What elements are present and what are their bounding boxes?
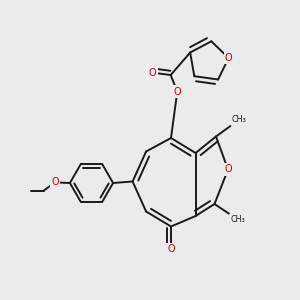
Text: CH₃: CH₃ <box>230 215 245 224</box>
Text: O: O <box>51 177 59 188</box>
Text: O: O <box>149 68 157 78</box>
Text: O: O <box>225 53 232 63</box>
Text: O: O <box>167 244 175 254</box>
Text: CH₃: CH₃ <box>232 115 246 124</box>
Text: O: O <box>173 87 181 97</box>
Text: O: O <box>224 164 232 175</box>
